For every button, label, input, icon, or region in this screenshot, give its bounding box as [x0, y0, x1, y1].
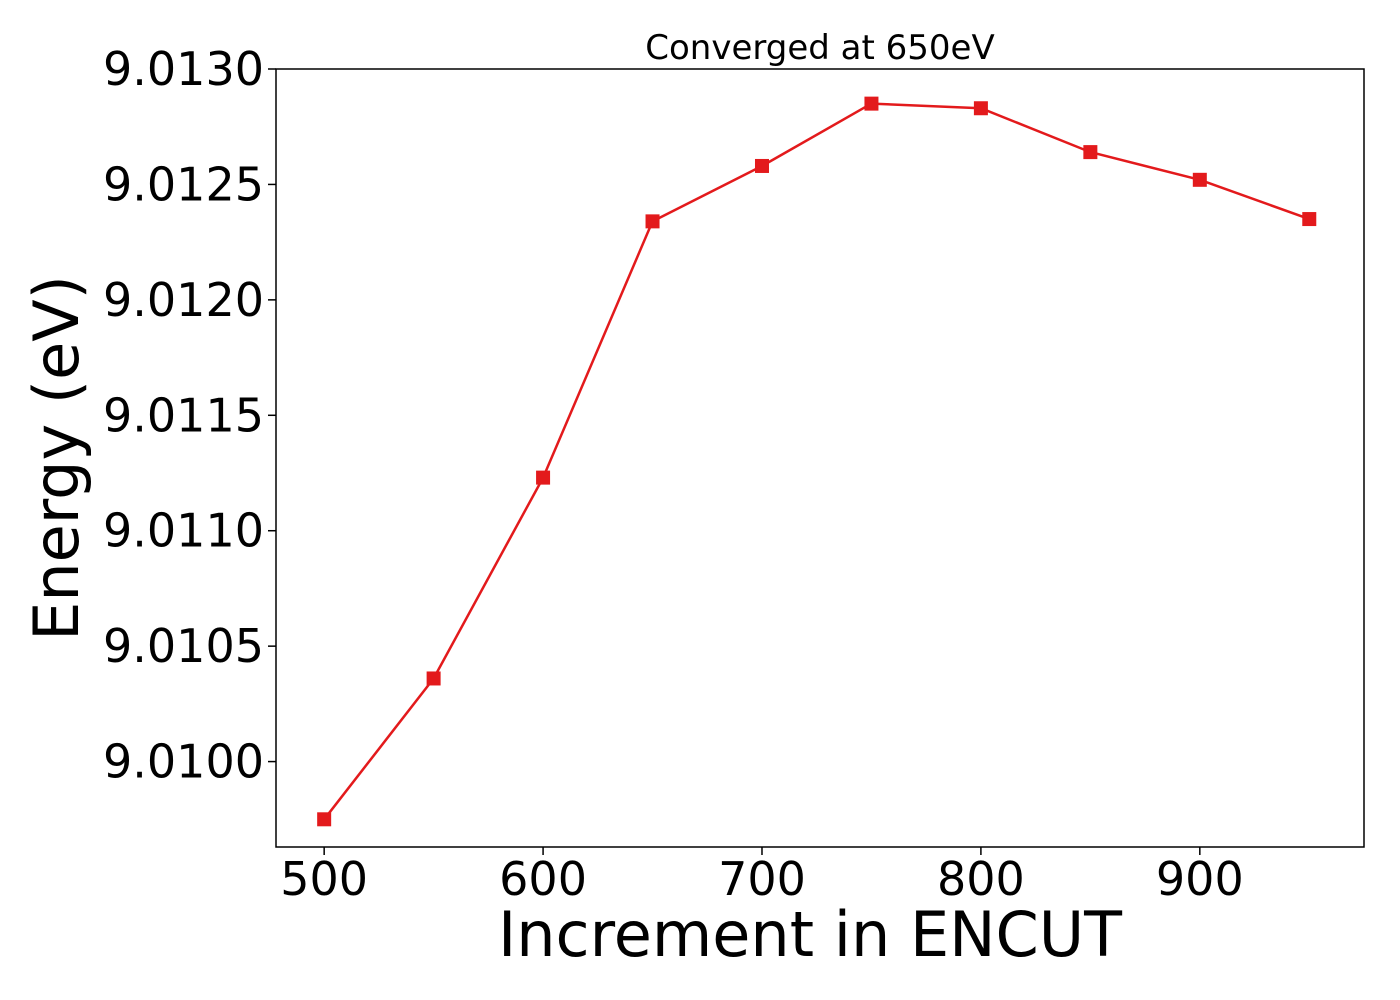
data-point-marker: [536, 470, 551, 485]
x-tick-label: 900: [1156, 852, 1244, 906]
data-point-marker: [317, 812, 332, 827]
chart-title: Converged at 650eV: [645, 28, 994, 68]
y-tick-label: 9.0110: [103, 504, 264, 558]
data-point-marker: [426, 671, 441, 686]
x-tick-label: 700: [718, 852, 806, 906]
y-tick-label: 9.0120: [103, 273, 264, 327]
data-point-marker: [973, 101, 988, 116]
y-tick-label: 9.0115: [103, 388, 264, 442]
plot-area: 500 600 700 800 900 9.0100 9.0105 9.0110 9.0115 9…: [103, 42, 1317, 906]
data-point-marker: [754, 158, 769, 173]
data-point-marker: [1192, 172, 1207, 187]
y-tick-label: 9.0130: [103, 42, 264, 96]
plot-frame: [275, 68, 1365, 848]
data-point-marker: [1302, 212, 1317, 227]
series-line: [323, 102, 1310, 821]
data-point-marker: [864, 96, 879, 111]
y-tick-label: 9.0105: [103, 619, 264, 673]
data-point-marker: [1083, 145, 1098, 160]
x-tick-label: 600: [499, 852, 587, 906]
y-tick-label: 9.0100: [103, 735, 264, 789]
x-tick-label: 500: [280, 852, 368, 906]
x-tick-label: 800: [937, 852, 1025, 906]
x-axis-label: Increment in ENCUT: [498, 898, 1123, 971]
y-tick-label: 9.0125: [103, 157, 264, 211]
y-axis-label: Energy (eV): [20, 275, 93, 641]
data-point-marker: [645, 214, 660, 229]
